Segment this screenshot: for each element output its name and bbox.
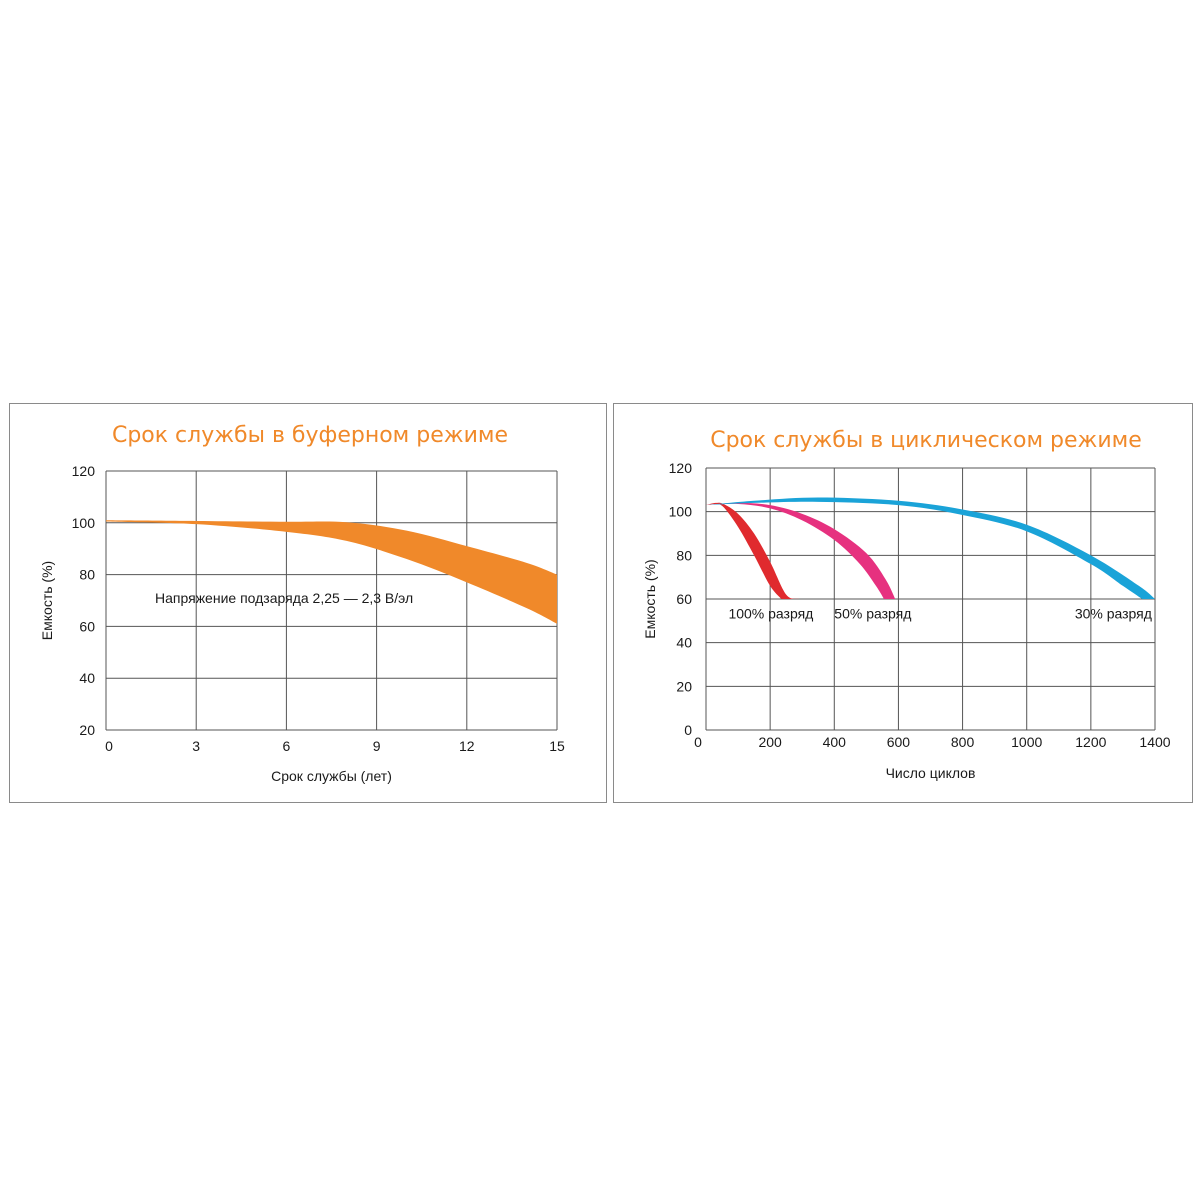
series-label-2: 30% разряд xyxy=(1075,606,1152,622)
y-tick-label: 60 xyxy=(79,618,95,634)
y-tick-label: 80 xyxy=(79,567,95,583)
chart-title: Срок службы в буферном режиме xyxy=(112,423,508,448)
chart-panel-buffer: Срок службы в буферном режиме 0 3 6 9 12 15 20 4… xyxy=(9,403,607,803)
x-tick-label: 3 xyxy=(192,738,200,754)
x-tick-label: 0 xyxy=(694,734,702,750)
y-tick-label: 0 xyxy=(684,722,692,738)
chart-title: Срок службы в циклическом режиме xyxy=(710,428,1142,453)
x-tick-label: 12 xyxy=(459,738,475,754)
y-tick-label: 100 xyxy=(72,515,96,531)
x-tick-label: 1200 xyxy=(1075,734,1106,750)
series-band-2 xyxy=(706,497,1155,599)
y-axis-label: Емкость (%) xyxy=(642,559,658,638)
x-tick-label: 1400 xyxy=(1139,734,1170,750)
x-tick-label: 400 xyxy=(823,734,847,750)
series-band-1 xyxy=(706,502,896,599)
y-tick-label: 80 xyxy=(676,547,692,563)
x-tick-label: 0 xyxy=(105,738,113,754)
x-tick-label: 200 xyxy=(758,734,782,750)
x-tick-label: 9 xyxy=(373,738,381,754)
series-label-0: 100% разряд xyxy=(728,606,813,622)
series-band-0 xyxy=(106,520,557,624)
y-tick-label: 60 xyxy=(676,591,692,607)
x-axis-label: Срок службы (лет) xyxy=(271,768,392,784)
chart-panel-cyclic: Срок службы в циклическом режиме 0 200 400 6… xyxy=(613,403,1193,803)
y-axis-label: Емкость (%) xyxy=(39,561,55,640)
buffer-mode-chart: Срок службы в буферном режиме 0 3 6 9 12 15 20 4… xyxy=(39,423,565,784)
charge-voltage-annotation: Напряжение подзаряда 2,25 — 2,3 В/эл xyxy=(155,590,413,606)
y-tick-label: 120 xyxy=(72,463,96,479)
x-tick-label: 6 xyxy=(283,738,291,754)
y-tick-label: 20 xyxy=(79,722,95,738)
x-tick-label: 800 xyxy=(951,734,975,750)
series-label-1: 50% разряд xyxy=(834,606,911,622)
y-tick-label: 120 xyxy=(669,460,693,476)
y-tick-label: 40 xyxy=(79,670,95,686)
y-tick-label: 100 xyxy=(669,504,693,520)
y-tick-label: 20 xyxy=(676,678,692,694)
x-tick-label: 1000 xyxy=(1011,734,1042,750)
series-band-0 xyxy=(706,502,800,599)
x-tick-label: 600 xyxy=(887,734,911,750)
x-tick-label: 15 xyxy=(549,738,565,754)
x-axis-label: Число циклов xyxy=(886,765,976,781)
y-tick-label: 40 xyxy=(676,635,692,651)
